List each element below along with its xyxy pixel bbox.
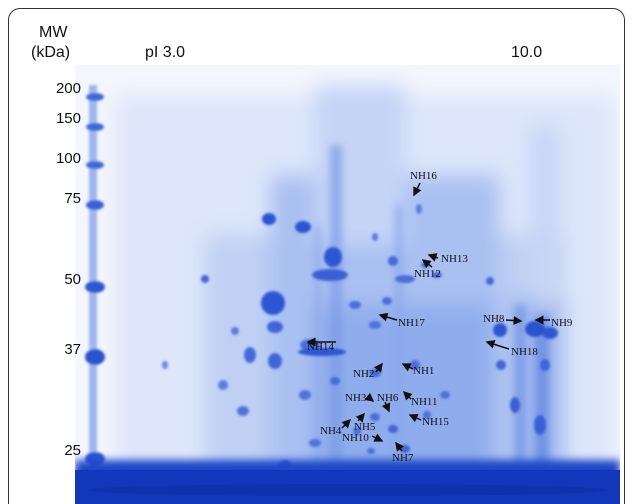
gel-image: [75, 65, 620, 504]
spot-label-nh16: NH16: [410, 170, 437, 182]
mw-marker-37: 37: [64, 341, 81, 358]
spot-label-nh13: NH13: [441, 253, 468, 265]
mw-marker-100: 100: [55, 150, 81, 167]
figure-frame: MW (kDa) pI 3.0 10.0 200 150 100 75 50 37 25: [8, 8, 625, 504]
spot-label-nh12: NH12: [414, 268, 441, 280]
spot-label-nh7: NH7: [392, 452, 414, 464]
mw-marker-150: 150: [55, 110, 81, 127]
mw-marker-75: 75: [64, 190, 81, 207]
spot-label-nh3: NH3: [345, 392, 367, 404]
mw-marker-200: 200: [55, 80, 81, 97]
spot-label-nh9: NH9: [551, 317, 573, 329]
mw-marker-25: 25: [64, 442, 81, 459]
pi-left-label: pI 3.0: [145, 44, 186, 61]
mw-marker-50: 50: [64, 271, 81, 288]
spot-label-nh8: NH8: [483, 313, 505, 325]
spot-label-nh18: NH18: [511, 346, 538, 358]
pi-right-label: 10.0: [511, 44, 543, 61]
spot-label-nh15: NH15: [422, 416, 449, 428]
mw-axis-title: MW: [39, 24, 68, 41]
spot-label-nh4: NH4: [320, 425, 342, 437]
spot-label-nh10: NH10: [342, 432, 369, 444]
spot-label-nh1: NH1: [413, 365, 435, 377]
spot-label-nh2: NH2: [353, 368, 375, 380]
mw-axis-unit: (kDa): [31, 44, 71, 61]
spot-label-nh11: NH11: [411, 396, 438, 408]
spot-label-nh6: NH6: [377, 392, 399, 404]
spot-label-nh14: NH14: [307, 341, 334, 353]
spot-label-nh5: NH5: [354, 421, 376, 433]
spot-label-nh17: NH17: [398, 317, 425, 329]
